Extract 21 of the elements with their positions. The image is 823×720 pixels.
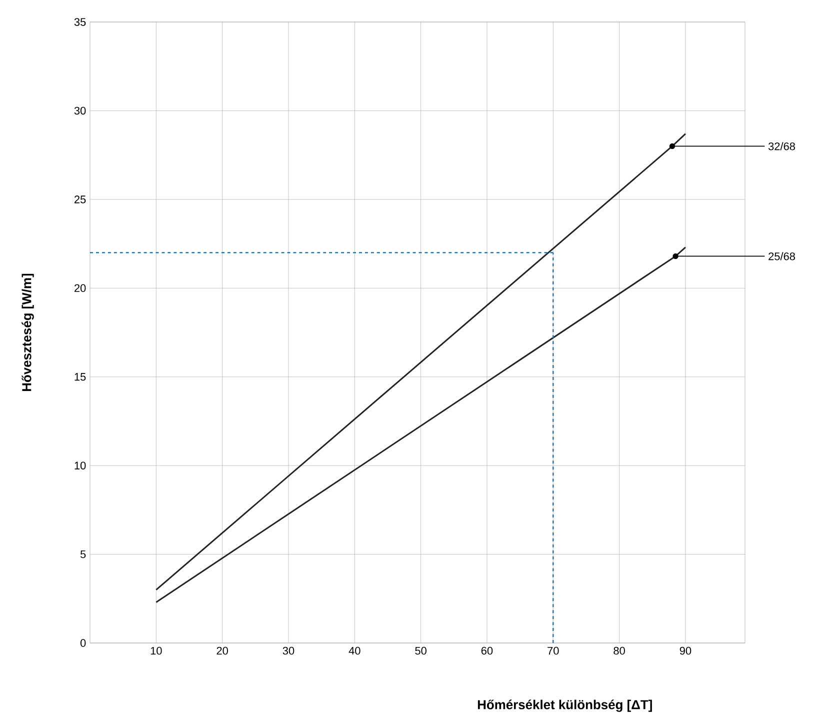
y-tick-label: 10 [74,462,86,470]
x-tick-label: 50 [415,646,426,655]
text: 32/68 [768,142,795,150]
x-tick-label: 20 [216,646,228,655]
x-tick-label: 40 [348,646,360,655]
x-tick-label: 70 [548,646,559,655]
y-tick-label: 25 [74,196,86,204]
x-tick-label: 80 [614,646,625,655]
x-tick-label: 10 [150,646,162,655]
y-tick-label: 5 [80,550,86,558]
x-tick-label: 60 [481,646,493,655]
x-tick-label: 90 [680,646,692,655]
y-tick-label: 0 [80,639,86,647]
y-axis-title: Hőveszteség [W/m] [22,274,34,392]
text: 25/68 [768,252,795,260]
y-tick-label: 15 [74,373,86,381]
y-tick-label: 30 [74,106,86,115]
x-tick-label: 30 [282,646,294,655]
x-axis-title: Hőmérséklet különbség [ΔT] [478,700,652,712]
y-tick-label: 20 [74,284,86,292]
y-tick-label: 35 [74,18,86,26]
